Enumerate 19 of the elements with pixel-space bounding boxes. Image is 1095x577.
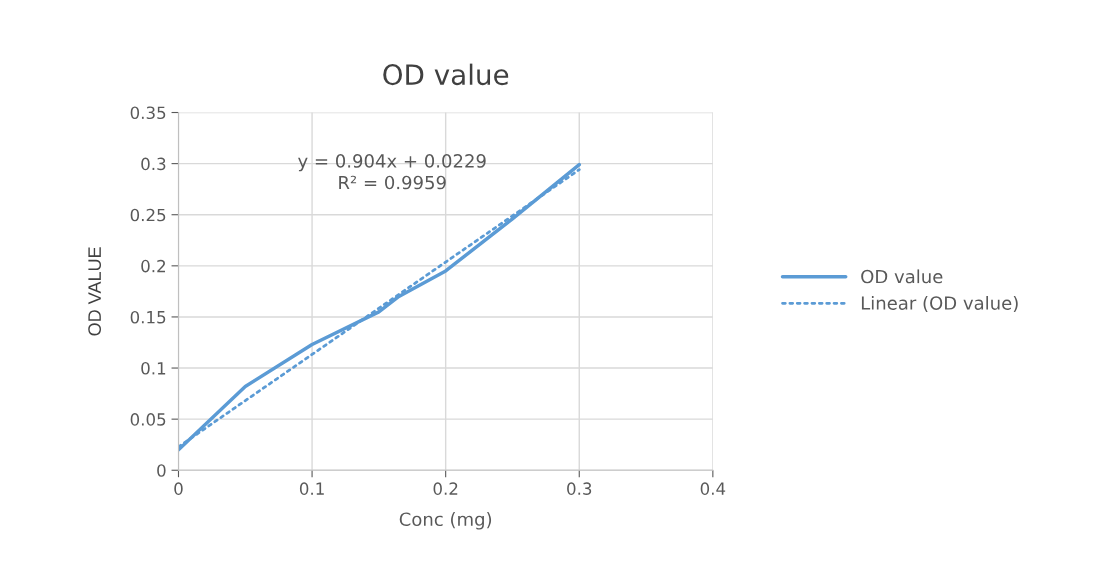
x-axis-title: Conc (mg) [399,512,492,530]
y-tick-label: 0 [157,464,166,477]
legend-label: Linear (OD value) [861,295,1018,312]
y-tick-label: 0.3 [141,157,166,171]
y-tick-label: 0.05 [130,413,166,426]
legend-label: OD value [861,269,943,284]
x-tick-label: 0.3 [567,482,592,495]
y-tick-label: 0.1 [141,362,166,375]
x-tick-label: 0.4 [700,482,726,495]
x-tick-label: 0.2 [433,482,458,495]
annotation: y = 0.904x + 0.0229 R² = 0.9959 [298,154,486,190]
y-tick-label: 0.25 [130,208,166,222]
chart-title: OD value [383,63,509,86]
y-tick-label: 0.2 [141,259,166,273]
y-axis-title: OD VALUE [88,247,101,336]
x-tick-label: 0.1 [299,482,324,495]
x-tick-label: 0 [174,482,183,495]
y-tick-label: 0.15 [130,310,166,324]
y-tick-label: 0.35 [130,106,166,120]
